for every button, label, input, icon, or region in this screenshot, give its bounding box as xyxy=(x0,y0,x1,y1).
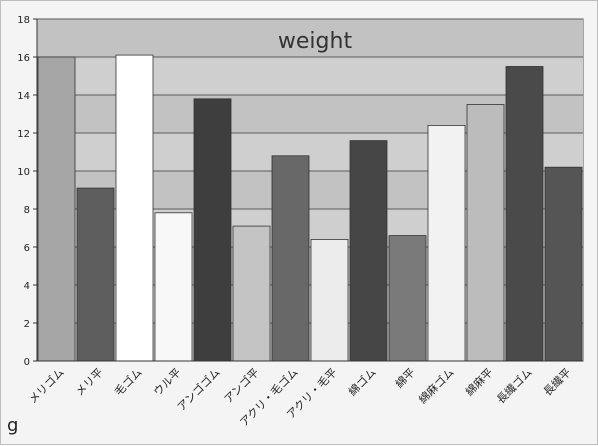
y-tick-label: 4 xyxy=(24,281,30,292)
x-tick-label: 綿ゴム xyxy=(345,365,378,398)
bar-8 xyxy=(310,238,349,362)
bars xyxy=(37,54,583,362)
x-tick-label: 長繊平 xyxy=(541,366,574,399)
bar-1 xyxy=(37,56,76,362)
x-tick-label: ウル平 xyxy=(151,366,184,399)
y-axis-unit-label: g xyxy=(7,415,19,436)
bar-5 xyxy=(193,98,232,362)
x-tick-label: 毛ゴム xyxy=(111,365,144,398)
plot-band xyxy=(37,19,583,57)
y-tick-label: 18 xyxy=(17,15,30,26)
y-tick-label: 6 xyxy=(24,243,30,254)
bar-6 xyxy=(232,225,271,362)
x-tick-label: 綿麻ゴム xyxy=(416,365,457,406)
bar-12 xyxy=(466,104,505,362)
chart-title: weight xyxy=(278,29,353,54)
bar-10 xyxy=(388,235,427,362)
y-tick-label: 2 xyxy=(24,319,30,330)
y-tick-label: 0 xyxy=(24,357,30,368)
bar-14 xyxy=(544,166,583,362)
x-tick-label: 綿平 xyxy=(392,365,417,390)
y-tick-label: 14 xyxy=(17,91,30,102)
x-tick-label: 綿麻平 xyxy=(462,365,495,398)
bar-3 xyxy=(115,54,154,362)
x-tick-label: 長繊ゴム xyxy=(494,365,535,406)
bar-2 xyxy=(76,187,115,362)
bar-11 xyxy=(427,125,466,362)
y-tick-label: 8 xyxy=(24,205,30,216)
bar-13 xyxy=(505,66,544,362)
bar-4 xyxy=(154,212,193,362)
x-tick-label: アンゴ平 xyxy=(221,365,262,406)
bar-7 xyxy=(271,155,310,362)
y-tick-label: 10 xyxy=(17,167,30,178)
x-tick-label: メリゴム xyxy=(26,365,67,406)
y-tick-label: 16 xyxy=(17,53,30,64)
x-tick-label: アンゴゴム xyxy=(174,365,222,413)
bar-9 xyxy=(349,140,388,362)
y-tick-label: 12 xyxy=(17,129,30,140)
x-tick-label: メリ平 xyxy=(73,366,106,399)
y-tick-labels: 0 2 4 6 8 10 12 14 16 18 xyxy=(17,15,37,368)
